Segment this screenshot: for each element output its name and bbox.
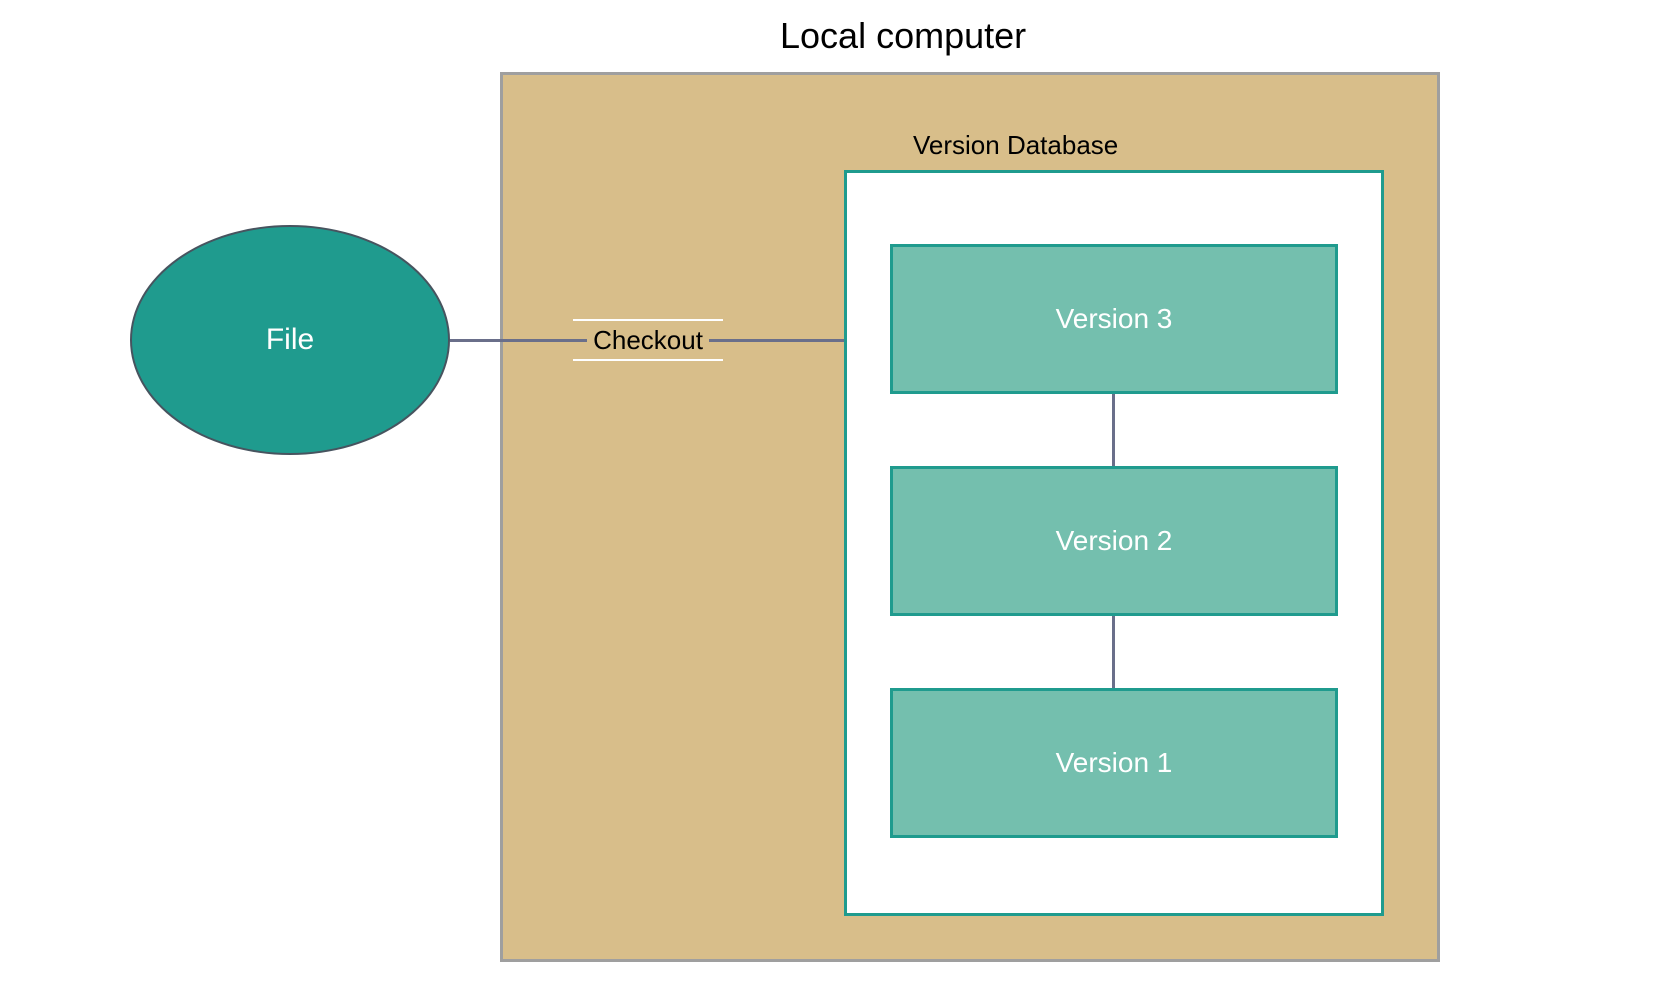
file-node-label: File <box>266 323 314 357</box>
version-box: Version 3 <box>890 244 1338 394</box>
checkout-label-text: Checkout <box>587 323 709 358</box>
checkout-rule-top <box>573 319 723 321</box>
diagram-title: Local computer <box>780 15 1026 57</box>
version-box-label: Version 1 <box>1056 747 1173 779</box>
version-connector <box>1112 394 1115 466</box>
version-connector <box>1112 616 1115 688</box>
file-node: File <box>130 225 450 455</box>
version-box: Version 1 <box>890 688 1338 838</box>
diagram-canvas: Local computer Checkout File Version Dat… <box>0 0 1680 989</box>
checkout-edge-label: Checkout <box>558 315 738 365</box>
version-box-label: Version 3 <box>1056 303 1173 335</box>
version-box: Version 2 <box>890 466 1338 616</box>
checkout-rule-bottom <box>573 359 723 361</box>
version-database-label: Version Database <box>913 130 1118 161</box>
version-box-label: Version 2 <box>1056 525 1173 557</box>
